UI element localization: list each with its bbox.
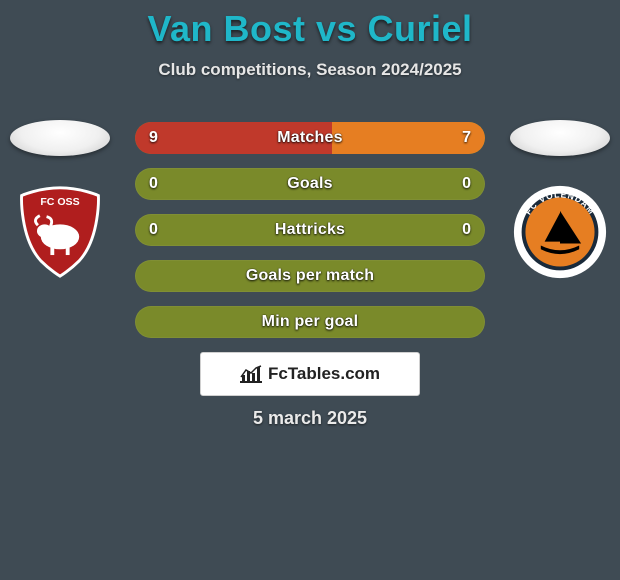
page-title: Van Bost vs Curiel xyxy=(0,0,620,50)
chart-icon xyxy=(240,365,262,383)
stat-value-left: 9 xyxy=(149,122,158,154)
stat-row: Goals per match xyxy=(135,260,485,292)
stats-panel: Matches97Goals00Hattricks00Goals per mat… xyxy=(135,122,485,352)
stat-value-left: 0 xyxy=(149,214,158,246)
stat-row: Min per goal xyxy=(135,306,485,338)
stat-label: Matches xyxy=(135,122,485,154)
watermark-box: FcTables.com xyxy=(200,352,420,396)
stat-value-right: 7 xyxy=(462,122,471,154)
date-text: 5 march 2025 xyxy=(0,408,620,429)
stat-row: Hattricks0 0 xyxy=(135,214,485,246)
watermark-text: FcTables.com xyxy=(268,364,380,384)
stat-value-right: 0 xyxy=(462,214,471,246)
stat-value-right: 0 xyxy=(462,168,471,200)
stat-value-left: 0 xyxy=(149,168,158,200)
subtitle: Club competitions, Season 2024/2025 xyxy=(0,60,620,80)
team-left-crest: FC OSS xyxy=(12,184,108,280)
stat-label: Hattricks xyxy=(135,214,485,246)
player-left-avatar-placeholder xyxy=(10,120,110,156)
crest-left-text: FC OSS xyxy=(40,196,79,208)
player-right-avatar-placeholder xyxy=(510,120,610,156)
stat-row: Goals0 0 xyxy=(135,168,485,200)
stat-label: Min per goal xyxy=(135,306,485,338)
player-right-column: FC VOLENDAM xyxy=(500,120,620,280)
stat-row: Matches9 7 xyxy=(135,122,485,154)
stat-label: Goals per match xyxy=(135,260,485,292)
team-right-crest: FC VOLENDAM xyxy=(512,184,608,280)
stat-label: Goals xyxy=(135,168,485,200)
player-left-column: FC OSS xyxy=(0,120,120,280)
